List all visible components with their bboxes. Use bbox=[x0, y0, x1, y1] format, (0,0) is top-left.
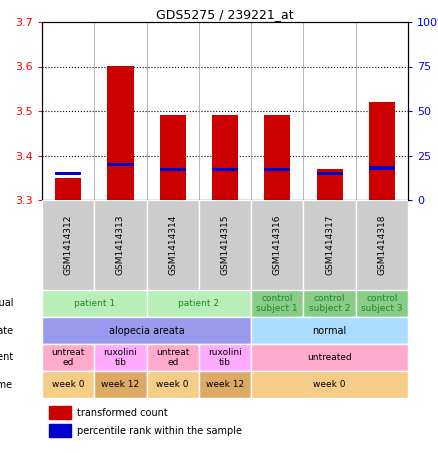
Bar bbox=[55, 172, 81, 175]
Text: GSM1414313: GSM1414313 bbox=[116, 215, 125, 275]
Bar bbox=[159, 116, 186, 200]
Bar bbox=[42, 290, 147, 317]
Text: GSM1414315: GSM1414315 bbox=[220, 215, 230, 275]
Bar bbox=[147, 200, 199, 290]
Text: week 0: week 0 bbox=[156, 380, 189, 389]
Text: individual: individual bbox=[0, 299, 13, 308]
Text: ruxolini
tib: ruxolini tib bbox=[208, 348, 242, 367]
Bar bbox=[49, 406, 71, 419]
Bar bbox=[251, 371, 408, 398]
Text: normal: normal bbox=[312, 326, 347, 336]
Text: patient 2: patient 2 bbox=[178, 299, 219, 308]
Bar bbox=[369, 166, 395, 169]
Bar bbox=[107, 67, 134, 200]
Bar bbox=[147, 344, 199, 371]
Text: GSM1414314: GSM1414314 bbox=[168, 215, 177, 275]
Text: ruxolini
tib: ruxolini tib bbox=[103, 348, 137, 367]
Bar bbox=[264, 116, 290, 200]
Text: untreat
ed: untreat ed bbox=[51, 348, 85, 367]
Title: GDS5275 / 239221_at: GDS5275 / 239221_at bbox=[156, 8, 294, 21]
Bar bbox=[147, 371, 199, 398]
Text: untreated: untreated bbox=[307, 353, 352, 362]
Bar bbox=[304, 200, 356, 290]
Bar bbox=[94, 200, 147, 290]
Bar bbox=[264, 168, 290, 171]
Text: transformed count: transformed count bbox=[77, 408, 167, 418]
Text: control
subject 3: control subject 3 bbox=[361, 294, 403, 313]
Bar bbox=[356, 290, 408, 317]
Text: GSM1414312: GSM1414312 bbox=[64, 215, 73, 275]
Bar bbox=[42, 344, 94, 371]
Bar bbox=[42, 200, 94, 290]
Bar bbox=[251, 317, 408, 344]
Bar bbox=[159, 168, 186, 171]
Text: GSM1414317: GSM1414317 bbox=[325, 215, 334, 275]
Text: week 12: week 12 bbox=[206, 380, 244, 389]
Bar bbox=[251, 290, 304, 317]
Bar bbox=[317, 169, 343, 200]
Bar bbox=[304, 290, 356, 317]
Bar bbox=[94, 371, 147, 398]
Bar bbox=[42, 371, 94, 398]
Bar bbox=[251, 344, 408, 371]
Text: GSM1414316: GSM1414316 bbox=[273, 215, 282, 275]
Text: week 12: week 12 bbox=[101, 380, 139, 389]
Text: alopecia areata: alopecia areata bbox=[109, 326, 184, 336]
Text: GSM1414318: GSM1414318 bbox=[378, 215, 386, 275]
Text: percentile rank within the sample: percentile rank within the sample bbox=[77, 425, 242, 435]
Text: control
subject 1: control subject 1 bbox=[257, 294, 298, 313]
Bar bbox=[107, 163, 134, 166]
Bar bbox=[49, 424, 71, 437]
Bar bbox=[317, 172, 343, 175]
Bar bbox=[356, 200, 408, 290]
Text: control
subject 2: control subject 2 bbox=[309, 294, 350, 313]
Bar bbox=[94, 344, 147, 371]
Text: agent: agent bbox=[0, 352, 13, 362]
Text: week 0: week 0 bbox=[313, 380, 346, 389]
Text: week 0: week 0 bbox=[52, 380, 85, 389]
Bar bbox=[42, 317, 251, 344]
Text: untreat
ed: untreat ed bbox=[156, 348, 189, 367]
Text: time: time bbox=[0, 380, 13, 390]
Bar bbox=[369, 102, 395, 200]
Bar bbox=[251, 200, 304, 290]
Bar bbox=[199, 200, 251, 290]
Bar bbox=[199, 344, 251, 371]
Bar bbox=[199, 371, 251, 398]
Text: disease state: disease state bbox=[0, 326, 13, 336]
Bar bbox=[147, 290, 251, 317]
Bar bbox=[212, 168, 238, 171]
Text: patient 1: patient 1 bbox=[74, 299, 115, 308]
Bar bbox=[212, 116, 238, 200]
Bar bbox=[55, 178, 81, 200]
